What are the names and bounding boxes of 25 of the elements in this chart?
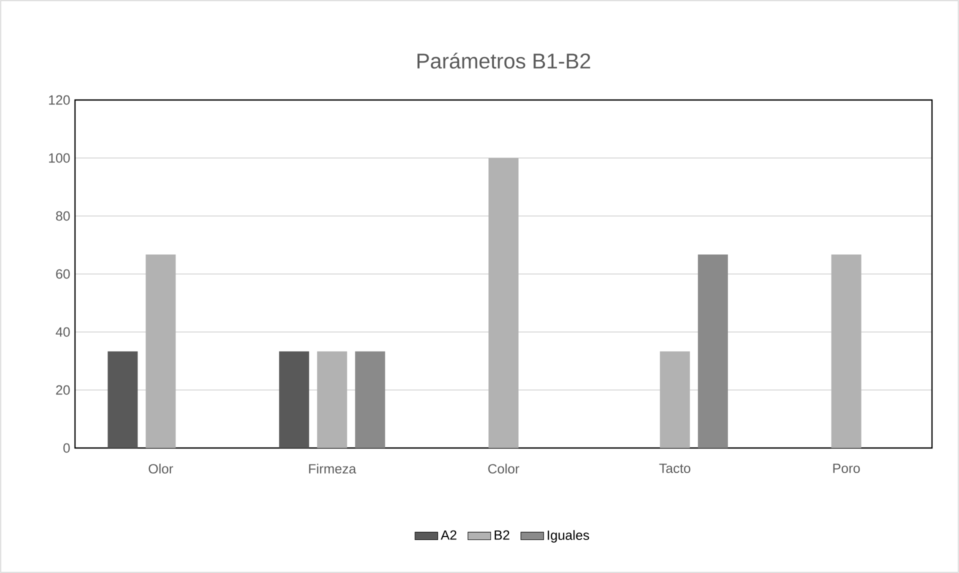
chart-title: Parámetros B1-B2 [418,52,590,69]
bar [146,254,176,448]
y-tick-label: 20 [56,385,70,395]
x-tick-label: Color [488,464,520,474]
bar [488,158,519,448]
y-tick-label: 60 [56,269,70,279]
y-tick-label: 40 [56,327,70,337]
bar [660,351,690,448]
bar [831,254,862,448]
bar [355,351,386,448]
x-tick-label: Firmeza [309,464,356,474]
y-tick-label: 80 [56,211,70,221]
y-tick-label: 0 [63,443,70,453]
legend-label: B2 [494,530,510,540]
x-tick-label: Olor [148,464,174,474]
bar [698,254,728,448]
y-tick-label: 120 [49,95,70,105]
bar [108,351,138,448]
bar [279,351,310,448]
legend-label: A2 [440,530,456,540]
legend-label: Iguales [548,530,590,543]
x-tick-label: Poro [833,464,860,474]
y-tick-label: 100 [49,153,70,163]
x-tick-label: Tacto [659,464,690,474]
bar [317,351,348,448]
